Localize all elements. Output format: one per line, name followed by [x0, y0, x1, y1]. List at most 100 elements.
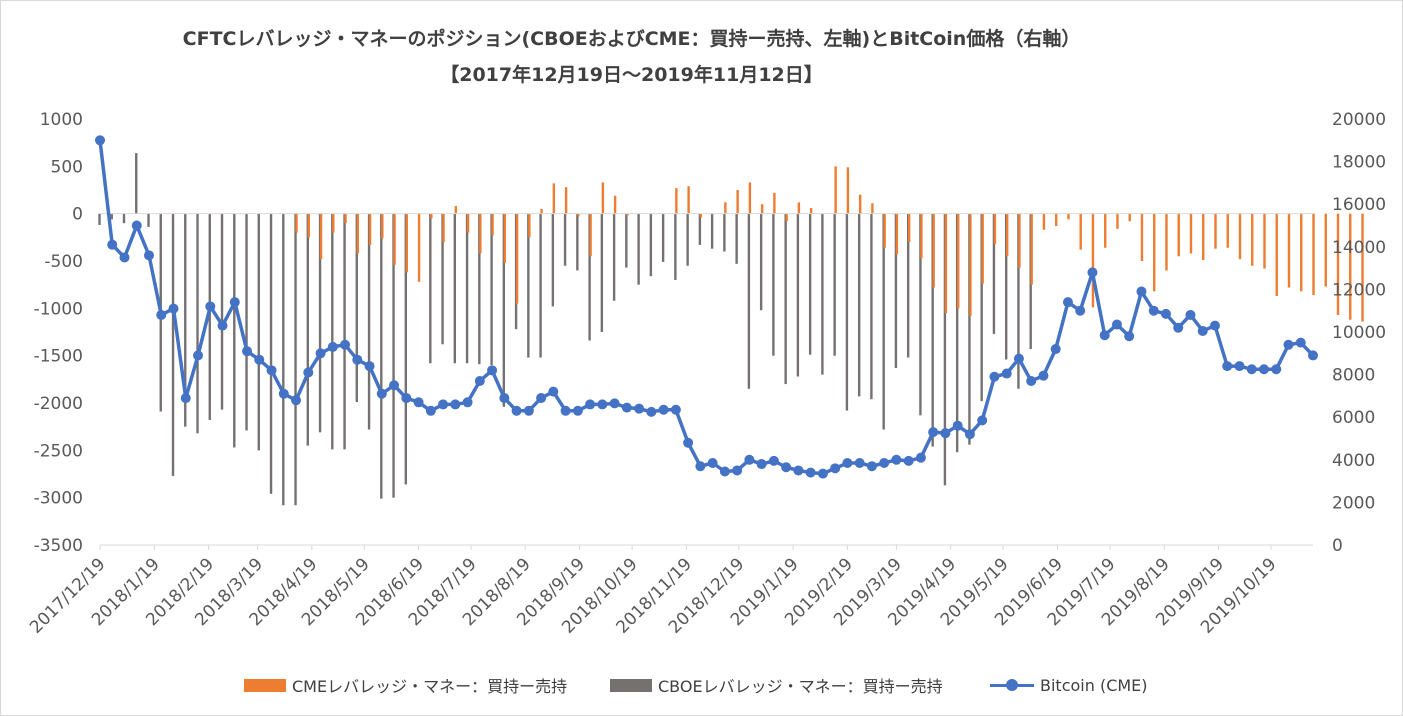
cme-bar: [895, 213, 899, 255]
cme-bar: [834, 166, 837, 214]
cme-bar: [1361, 213, 1364, 322]
cme-bar: [295, 213, 298, 233]
bitcoin-point: [1136, 286, 1147, 297]
legend-swatch-cme: [244, 678, 286, 692]
bitcoin-point: [278, 388, 289, 399]
cboe-bar: [343, 213, 346, 450]
cme-bar: [785, 213, 788, 222]
cboe-bar: [135, 153, 138, 214]
cboe-bar: [735, 213, 738, 264]
cme-bar: [1202, 213, 1205, 261]
cme-bar: [528, 213, 531, 238]
cboe-bar: [490, 213, 493, 366]
bitcoin-point: [879, 458, 890, 468]
left-tick-label: -1500: [34, 347, 83, 367]
cboe-bar: [282, 213, 285, 506]
cboe-bar: [392, 213, 395, 498]
cme-bar: [1042, 213, 1046, 230]
cme-bar: [1165, 213, 1168, 271]
bitcoin-point: [1148, 305, 1159, 316]
cme-bar: [675, 188, 678, 214]
cme-bar: [626, 213, 629, 216]
bitcoin-point: [1209, 320, 1220, 331]
cboe-bar: [943, 213, 947, 486]
cboe-bar: [245, 213, 248, 431]
bitcoin-point: [793, 465, 804, 476]
right-axis-tick-labels: 2000018000160001400012000100008000600040…: [1332, 110, 1386, 556]
bitcoin-point: [180, 393, 191, 404]
cme-bar: [1275, 213, 1278, 297]
legend-item-bitcoin: Bitcoin (CME): [990, 674, 1148, 696]
cboe-bar: [698, 213, 702, 245]
bitcoin-point: [352, 354, 363, 365]
legend-item-cme: CMEレバレッジ・マネー：買持ー売持: [244, 674, 567, 696]
cme-bar: [883, 213, 886, 248]
cboe-bar: [110, 213, 113, 220]
bitcoin-point: [229, 297, 240, 308]
bitcoin-point: [1258, 364, 1269, 375]
bitcoin-point: [193, 350, 204, 361]
cboe-bar: [919, 213, 922, 416]
cboe-bar: [747, 213, 751, 389]
cboe-bar: [196, 213, 199, 434]
cme-bar: [601, 182, 605, 214]
right-tick-label: 4000: [1332, 451, 1375, 471]
bitcoin-point: [1246, 364, 1257, 375]
x-axis-tick-labels: 2017/12/192018/1/192018/2/192018/3/19201…: [26, 545, 1281, 638]
cboe-bar: [661, 213, 665, 262]
bitcoin-point: [425, 405, 436, 416]
bitcoin-point: [536, 393, 547, 404]
cme-bar: [1263, 213, 1266, 269]
cboe-bar: [453, 213, 457, 364]
cme-bar: [846, 167, 850, 214]
bitcoin-point: [940, 428, 951, 439]
cboe-bar: [588, 213, 591, 341]
cboe-bar: [233, 213, 236, 448]
bitcoin-point: [217, 320, 228, 331]
cboe-bar: [821, 213, 824, 375]
bitcoin-point: [266, 365, 277, 376]
cboe-bar: [294, 213, 297, 506]
cme-bar: [1287, 213, 1291, 288]
cme-bar: [1177, 213, 1180, 257]
cme-bar: [1091, 213, 1095, 308]
cboe-bar: [478, 213, 481, 365]
chart-title: CFTCレバレッジ・マネーのポジション(CBOEおよびCME：買持ー売持、左軸)…: [182, 28, 1081, 50]
bitcoin-line: [98, 140, 1315, 476]
cboe-bar: [625, 213, 628, 268]
cboe-bar: [833, 213, 836, 356]
cboe-bar: [882, 213, 885, 430]
right-tick-label: 2000: [1332, 493, 1375, 513]
cme-bar: [1349, 213, 1352, 320]
cme-bar: [797, 202, 801, 214]
bitcoin-point: [928, 427, 939, 438]
cme-bar: [319, 213, 323, 260]
bitcoin-point: [1099, 330, 1110, 341]
cme-bar: [932, 213, 935, 288]
bitcoin-point: [756, 459, 767, 470]
cboe-bar: [992, 213, 996, 334]
cme-bar: [1067, 213, 1070, 220]
bitcoin-point: [1222, 361, 1233, 372]
bitcoin-point: [707, 458, 718, 468]
cme-bar: [1300, 213, 1303, 292]
bitcoin-point: [438, 399, 449, 410]
cme-bar: [1104, 213, 1107, 248]
cboe-bar: [612, 213, 616, 301]
cboe-bar: [318, 213, 322, 433]
bitcoin-point: [340, 339, 351, 350]
bitcoin-point: [1075, 305, 1086, 316]
cboe-bar: [931, 213, 934, 447]
bitcoin-point: [854, 458, 865, 468]
legend-swatch-cboe: [610, 678, 652, 692]
bitcoin-point: [131, 220, 142, 231]
bitcoin-point: [1001, 368, 1012, 379]
bitcoin-line-series: [95, 135, 1318, 479]
bitcoin-point: [989, 371, 1000, 382]
bitcoin-point: [585, 399, 596, 410]
cme-bar: [981, 213, 984, 284]
cme-bar: [920, 213, 923, 259]
cme-bar: [907, 213, 911, 243]
cboe-bar: [147, 213, 150, 227]
